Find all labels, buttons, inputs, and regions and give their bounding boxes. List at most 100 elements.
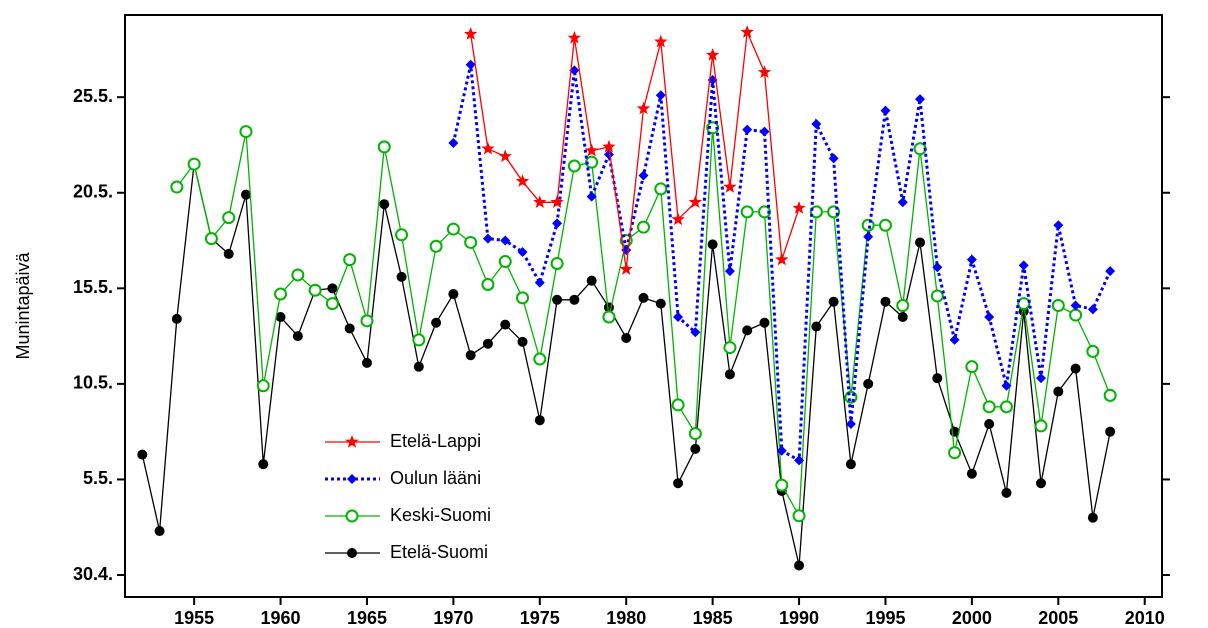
point (552, 218, 563, 229)
point (811, 118, 822, 129)
point (1036, 478, 1047, 489)
point (586, 191, 597, 202)
point (552, 294, 563, 305)
point (187, 157, 201, 171)
point (776, 445, 787, 456)
point (498, 149, 512, 163)
point (482, 338, 493, 349)
point (638, 292, 649, 303)
point (344, 323, 355, 334)
point (465, 59, 476, 70)
point (671, 398, 685, 412)
point (896, 299, 910, 313)
point (482, 233, 493, 244)
point (878, 218, 892, 232)
point (1051, 299, 1065, 313)
point (637, 220, 650, 234)
point (533, 352, 547, 366)
point (636, 101, 651, 115)
point (861, 218, 875, 232)
x-tick-label: 1955 (174, 608, 214, 628)
point (500, 235, 511, 246)
x-tick-label: 2000 (952, 608, 992, 628)
x-tick-label: 1995 (865, 608, 905, 628)
point (706, 48, 720, 61)
point (724, 266, 735, 277)
point (932, 262, 943, 273)
x-tick-label: 1985 (693, 608, 733, 628)
y-tick-label: 15.5. (73, 277, 113, 297)
x-tick-label: 1960 (261, 608, 301, 628)
point (550, 195, 564, 208)
point (464, 235, 478, 249)
point (413, 361, 424, 372)
point (171, 313, 182, 324)
point (377, 140, 391, 154)
point (361, 357, 372, 368)
y-tick-label: 30.4. (73, 564, 113, 584)
point (1017, 297, 1031, 311)
point (740, 25, 754, 38)
point (897, 197, 908, 208)
x-tick-label: 2005 (1038, 608, 1078, 628)
y-tick-label: 10.5. (73, 373, 113, 393)
point (137, 449, 148, 460)
legend-marker (345, 435, 359, 448)
point (690, 443, 701, 454)
point (655, 90, 666, 101)
point (809, 205, 823, 219)
point (516, 291, 530, 305)
point (550, 256, 564, 270)
point (379, 199, 390, 210)
point (740, 205, 754, 219)
point (498, 255, 512, 269)
point (723, 341, 737, 355)
point (396, 271, 407, 282)
point (567, 159, 581, 173)
point (688, 195, 702, 208)
point (792, 509, 806, 523)
y-tick-label: 20.5. (73, 182, 113, 202)
point (984, 419, 995, 430)
point (638, 170, 649, 181)
point (325, 297, 339, 311)
point (1103, 388, 1117, 402)
point (256, 379, 270, 393)
point (412, 333, 426, 347)
point (1105, 266, 1116, 277)
point (742, 124, 753, 135)
legend: Etelä-Lappi Oulun lääni Keski-Suomi Etelä-S… (325, 431, 491, 562)
point (308, 283, 322, 297)
point (517, 336, 528, 347)
series (137, 159, 1116, 571)
point (828, 153, 839, 164)
point (948, 446, 962, 460)
point (360, 314, 374, 328)
point (448, 138, 459, 149)
point (603, 149, 614, 160)
point (982, 400, 996, 414)
point (775, 478, 789, 492)
point (481, 277, 495, 291)
legend-label: Etelä-Lappi (390, 431, 481, 451)
point (448, 289, 459, 300)
point (757, 65, 772, 78)
point (327, 283, 338, 294)
y-tick-label: 25.5. (73, 86, 113, 106)
point (464, 27, 478, 40)
point (569, 294, 580, 305)
point (465, 350, 476, 361)
point (533, 195, 547, 208)
point (619, 262, 633, 275)
x-tick-label: 2010 (1125, 608, 1165, 628)
series-line (176, 127, 1111, 519)
point (845, 419, 856, 430)
point (1036, 373, 1047, 384)
point (1001, 380, 1012, 391)
point (534, 277, 545, 288)
point (586, 275, 597, 286)
x-tick-label: 1970 (433, 608, 473, 628)
point (585, 143, 599, 157)
point (621, 333, 632, 344)
